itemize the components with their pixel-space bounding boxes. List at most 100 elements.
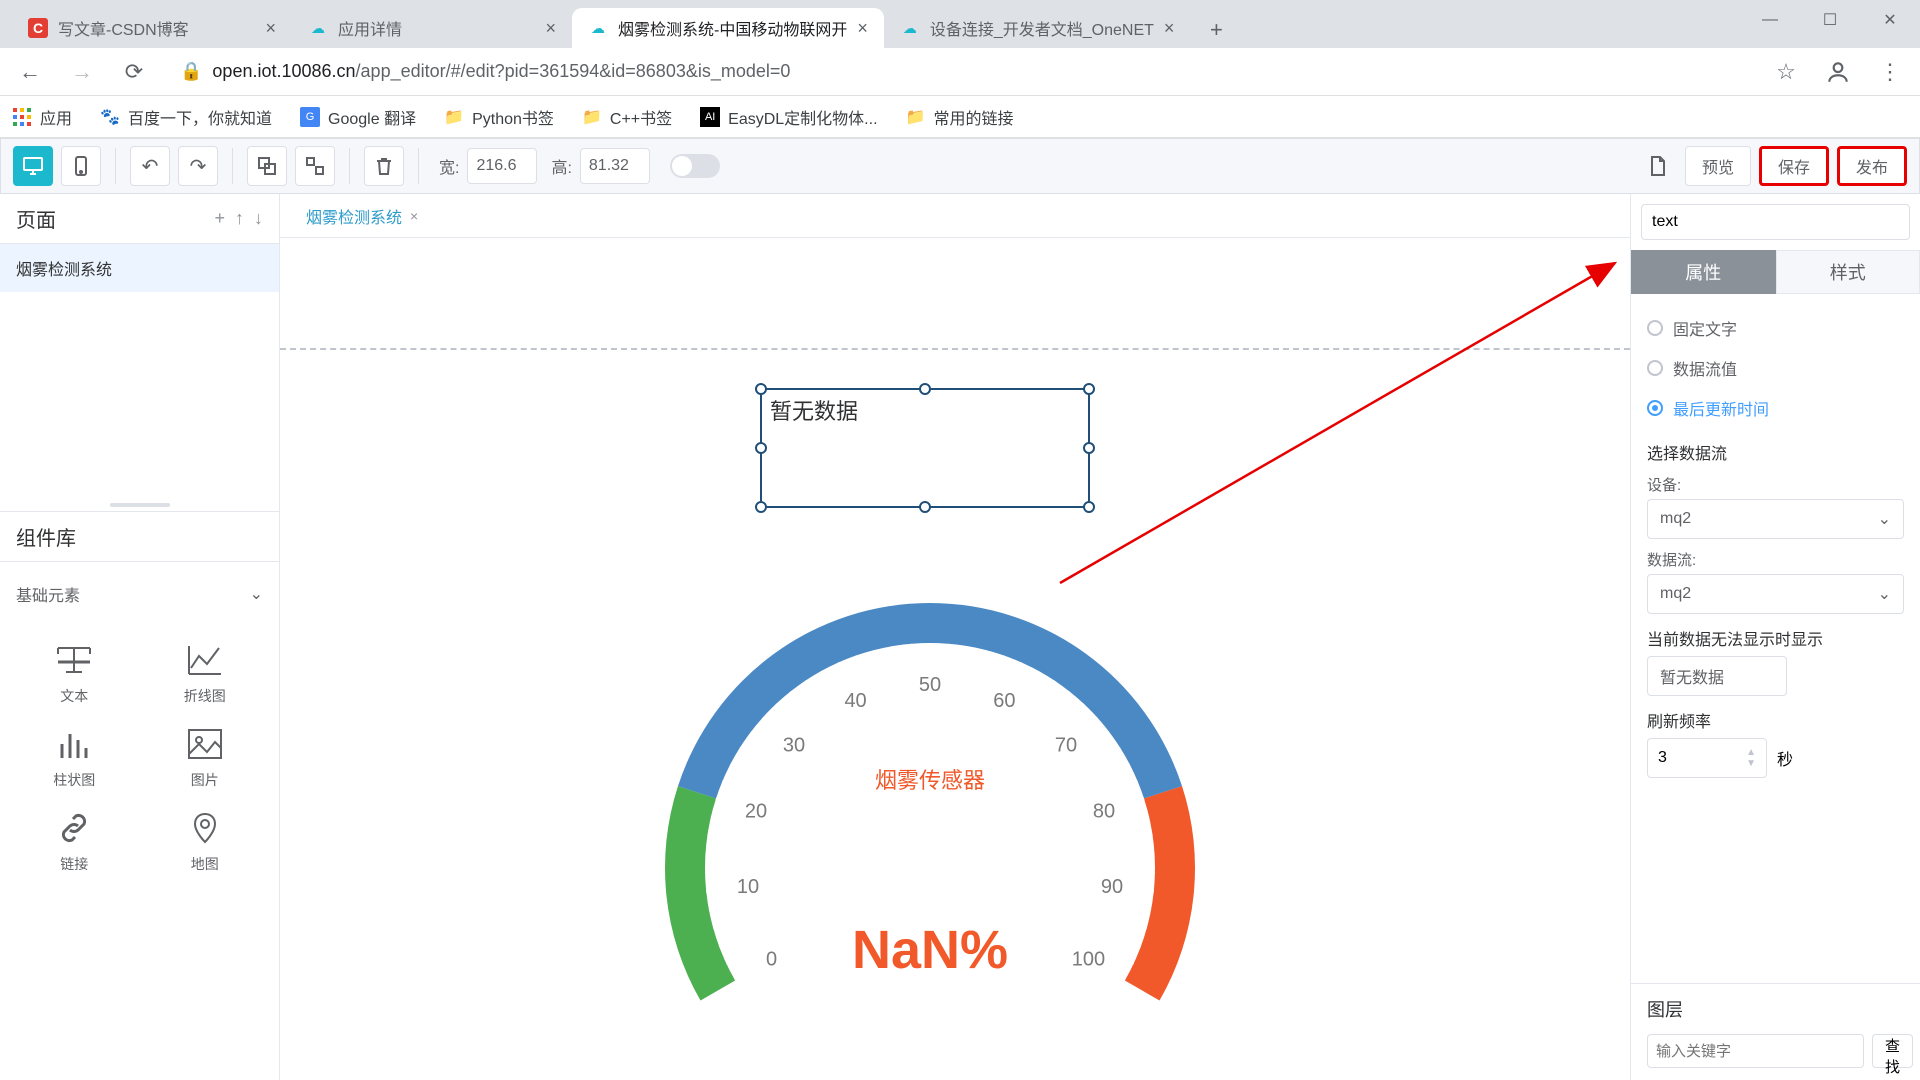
mobile-view-button[interactable]	[61, 146, 101, 186]
desktop-view-button[interactable]	[13, 146, 53, 186]
back-button[interactable]: ←	[12, 54, 48, 90]
layers-search-input[interactable]	[1647, 1034, 1864, 1068]
url-field[interactable]: 🔒 open.iot.10086.cn/app_editor/#/edit?pi…	[168, 61, 1752, 82]
bookmark-label: 百度一下，你就知道	[128, 105, 272, 129]
bookmark-folder[interactable]: 📁常用的链接	[906, 105, 1014, 129]
component-link[interactable]: 链接	[24, 810, 125, 874]
move-down-icon[interactable]: ↓	[254, 208, 263, 229]
component-grid: 文本 折线图 柱状图 图片 链接 地图	[0, 626, 279, 890]
bookmark-label: EasyDL定制化物体...	[728, 105, 877, 129]
radio-icon	[1647, 400, 1663, 416]
canvas-tabbar: 烟雾检测系统 ×	[280, 194, 1630, 238]
page-list-item[interactable]: 烟雾检测系统	[0, 244, 279, 292]
bookmark-folder[interactable]: 📁Python书签	[444, 105, 554, 129]
delete-button[interactable]	[364, 146, 404, 186]
document-icon[interactable]	[1637, 146, 1677, 186]
add-page-icon[interactable]: +	[214, 208, 225, 229]
component-search-input[interactable]	[1641, 204, 1910, 240]
step-up-icon[interactable]: ▲	[1746, 747, 1756, 758]
svg-text:70: 70	[1055, 735, 1077, 757]
browser-tab[interactable]: ☁ 应用详情 ×	[292, 8, 572, 48]
bookmark-item[interactable]: 🐾 百度一下，你就知道	[100, 105, 272, 129]
ungroup-button[interactable]	[295, 146, 335, 186]
cloud-icon: ☁	[900, 18, 920, 38]
gtranslate-icon: G	[300, 107, 320, 127]
selected-text-element[interactable]: 暂无数据	[760, 388, 1090, 508]
undo-button[interactable]: ↶	[130, 146, 170, 186]
canvas-tab[interactable]: 烟雾检测系统 ×	[292, 194, 432, 238]
browser-tab[interactable]: C 写文章-CSDN博客 ×	[12, 8, 292, 48]
svg-text:30: 30	[783, 735, 805, 757]
resize-handle[interactable]	[1083, 383, 1095, 395]
radio-last-update[interactable]: 最后更新时间	[1647, 388, 1904, 428]
bookmark-item[interactable]: GGoogle 翻译	[300, 105, 416, 129]
close-icon[interactable]: ×	[265, 18, 276, 39]
tab-attributes[interactable]: 属性	[1631, 250, 1776, 294]
close-icon[interactable]: ×	[857, 18, 868, 39]
refresh-stepper[interactable]: 3▲▼	[1647, 738, 1767, 778]
component-line-chart[interactable]: 折线图	[155, 642, 256, 706]
resize-handle[interactable]	[755, 501, 767, 513]
resize-handle[interactable]	[1083, 501, 1095, 513]
close-icon[interactable]: ×	[1164, 18, 1175, 39]
component-label: 柱状图	[53, 770, 95, 790]
move-up-icon[interactable]: ↑	[235, 208, 244, 229]
close-icon[interactable]: ×	[545, 18, 556, 39]
height-input[interactable]	[580, 148, 650, 184]
bookmark-star-icon[interactable]: ☆	[1768, 54, 1804, 90]
bookmark-item[interactable]: AIEasyDL定制化物体...	[700, 105, 877, 129]
close-icon[interactable]: ×	[410, 208, 418, 224]
publish-button[interactable]: 发布	[1837, 146, 1907, 186]
cloud-icon: ☁	[308, 18, 328, 38]
minimize-button[interactable]: —	[1740, 0, 1800, 40]
close-window-button[interactable]: ✕	[1860, 0, 1920, 40]
preview-button[interactable]: 预览	[1685, 146, 1751, 186]
dataflow-select[interactable]: mq2⌄	[1647, 574, 1904, 614]
resize-handle[interactable]	[755, 442, 767, 454]
browser-tab[interactable]: ☁ 设备连接_开发者文档_OneNET ×	[884, 8, 1191, 48]
device-select[interactable]: mq2⌄	[1647, 499, 1904, 539]
gauge-widget[interactable]: 0102030405060708090100烟雾传感器NaN%	[650, 538, 1210, 1018]
property-body: 固定文字 数据流值 最后更新时间 选择数据流 设备: mq2⌄ 数据流: mq2…	[1631, 294, 1920, 983]
maximize-button[interactable]: ☐	[1800, 0, 1860, 40]
lock-ratio-toggle[interactable]	[670, 154, 720, 178]
nodata-input[interactable]: 暂无数据	[1647, 656, 1787, 696]
component-label: 折线图	[184, 686, 226, 706]
svg-text:NaN%: NaN%	[852, 920, 1008, 980]
bookmark-label: 常用的链接	[934, 105, 1014, 129]
group-button[interactable]	[247, 146, 287, 186]
width-input[interactable]	[467, 148, 537, 184]
baidu-icon: 🐾	[100, 107, 120, 127]
resize-handle[interactable]	[755, 383, 767, 395]
canvas[interactable]: 暂无数据 0102030405060708090100烟雾传感器NaN%	[280, 238, 1630, 1080]
profile-icon[interactable]	[1820, 54, 1856, 90]
component-bar-chart[interactable]: 柱状图	[24, 726, 125, 790]
layers-search-button[interactable]: 查找	[1872, 1034, 1913, 1068]
step-down-icon[interactable]: ▼	[1746, 758, 1756, 769]
chevron-down-icon: ⌄	[250, 584, 263, 604]
redo-button[interactable]: ↷	[178, 146, 218, 186]
component-map[interactable]: 地图	[155, 810, 256, 874]
component-image[interactable]: 图片	[155, 726, 256, 790]
browser-tab-active[interactable]: ☁ 烟雾检测系统-中国移动物联网开 ×	[572, 8, 884, 48]
panel-resizer[interactable]	[0, 292, 279, 512]
resize-handle[interactable]	[1083, 442, 1095, 454]
bookmark-label: C++书签	[610, 105, 672, 129]
save-button[interactable]: 保存	[1759, 146, 1829, 186]
svg-text:90: 90	[1101, 876, 1123, 898]
kebab-menu-icon[interactable]: ⋮	[1872, 54, 1908, 90]
apps-button[interactable]: 应用	[12, 105, 72, 129]
resize-handle[interactable]	[919, 383, 931, 395]
new-tab-button[interactable]: +	[1198, 12, 1234, 48]
resize-handle[interactable]	[919, 501, 931, 513]
forward-button[interactable]: →	[64, 54, 100, 90]
tab-style[interactable]: 样式	[1776, 250, 1920, 294]
basic-elements-group[interactable]: 基础元素 ⌄	[16, 570, 263, 618]
reload-button[interactable]: ⟳	[116, 54, 152, 90]
radio-fixed-text[interactable]: 固定文字	[1647, 308, 1904, 348]
bookmark-folder[interactable]: 📁 C++书签	[582, 105, 672, 129]
component-text[interactable]: 文本	[24, 642, 125, 706]
radio-stream-value[interactable]: 数据流值	[1647, 348, 1904, 388]
height-label: 高:	[551, 154, 571, 178]
folder-icon: 📁	[582, 107, 602, 127]
